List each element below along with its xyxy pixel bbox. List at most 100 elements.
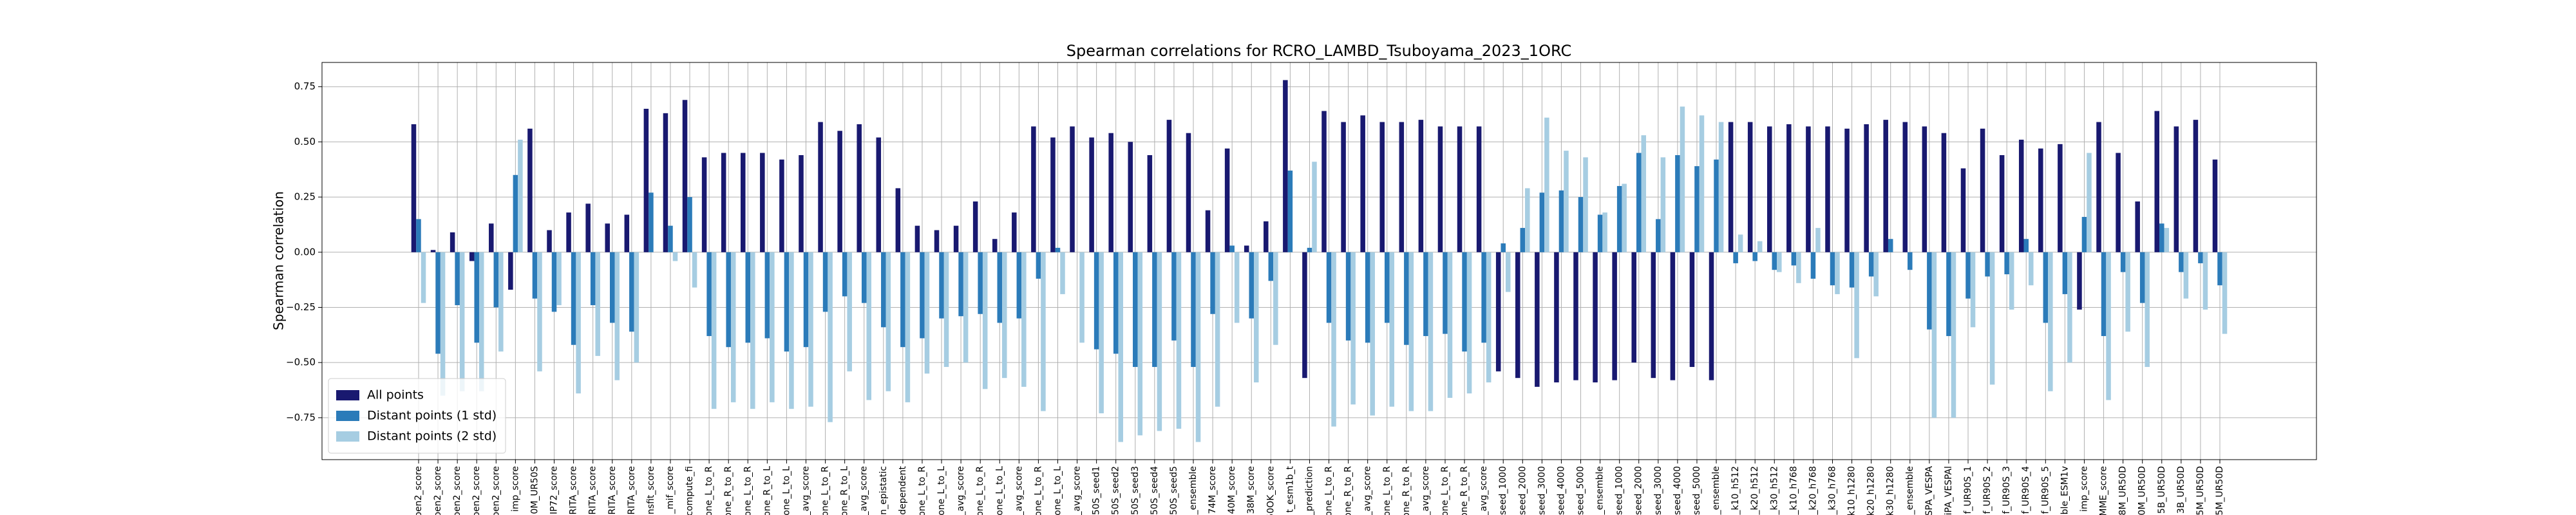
x-tick-label: _ensemble: [1595, 466, 1605, 515]
bar: [2193, 120, 2199, 252]
x-tick-label: _ensemble: [1711, 466, 1721, 515]
x-tick-label: pen2_score: [433, 466, 443, 515]
bar: [2077, 252, 2082, 310]
bar: [1312, 162, 1317, 252]
bar: [803, 252, 809, 348]
bar: [2038, 148, 2043, 252]
bar: [1307, 247, 1312, 252]
bar: [416, 219, 421, 252]
x-tick-label: _k30_h768: [1827, 466, 1837, 515]
bar: [1365, 252, 1370, 343]
bar: [2043, 252, 2049, 323]
bar: [1525, 188, 1530, 252]
bar: [1012, 212, 1017, 252]
bar: [842, 252, 848, 297]
x-tick-label: k10_h1280: [1847, 466, 1857, 515]
bar: [1931, 252, 1937, 418]
bar: [576, 252, 581, 394]
bar: [1370, 252, 1375, 416]
bar: [629, 252, 634, 332]
x-tick-label: f_UR90S_5: [2040, 466, 2050, 514]
x-tick-label: one_L_to_R: [704, 466, 714, 515]
x-tick-label: one_R_to_R: [1401, 466, 1412, 515]
legend-box: [328, 378, 506, 454]
bar: [1079, 252, 1084, 343]
bar: [1147, 154, 1153, 252]
bar: [1612, 252, 1617, 380]
x-tick-label: seed_5000: [1692, 466, 1702, 515]
bar: [789, 252, 794, 409]
bar: [2174, 126, 2179, 252]
bar: [997, 252, 1003, 323]
x-tick-label: one_R_to_L: [840, 466, 850, 515]
bar: [1985, 252, 1990, 277]
bar: [1341, 122, 1346, 252]
x-tick-label: one_L_to_R: [1324, 466, 1334, 515]
bar: [1505, 252, 1511, 292]
bar: [1689, 252, 1695, 368]
bar: [518, 139, 523, 252]
x-tick-label: one_R_to_L: [762, 466, 772, 515]
bar: [1873, 252, 1879, 297]
bar: [934, 230, 940, 252]
x-tick-label: pen2_score: [452, 466, 462, 515]
bar: [726, 252, 731, 348]
x-tick-label: one_L_to_R: [743, 466, 753, 515]
x-tick-label: _k20_h512: [1750, 466, 1760, 515]
x-tick-label: 5B_UR50D: [2157, 466, 2167, 514]
bar: [672, 252, 678, 261]
bar: [1738, 234, 1743, 252]
bar: [1050, 137, 1056, 252]
x-tick-label: one_L_to_R: [1382, 466, 1392, 515]
x-tick-label: 50S_seed4: [1150, 466, 1160, 515]
x-tick-label: f_UR90S_1: [1963, 466, 1973, 514]
bar: [953, 225, 959, 252]
bar: [1602, 212, 1607, 252]
bar: [1660, 157, 1666, 252]
bar: [1888, 239, 1893, 252]
bar: [474, 252, 479, 343]
bar: [1099, 252, 1104, 414]
bar: [1849, 252, 1855, 288]
bar: [1326, 252, 1332, 323]
bar: [508, 252, 513, 290]
x-tick-label: IP72_score: [549, 466, 560, 514]
bar: [2023, 239, 2029, 252]
bar: [2217, 252, 2222, 286]
bar: [1766, 126, 1772, 252]
bar: [1965, 252, 1971, 299]
bar: [1379, 122, 1385, 252]
bar: [1616, 185, 1622, 252]
bar: [2058, 144, 2063, 252]
bar: [2120, 252, 2126, 272]
bar: [1002, 252, 1007, 379]
bar: [1718, 122, 1724, 252]
legend: All points Distant points (1 std) Distant …: [328, 378, 506, 454]
x-tick-label: SPA_VESPA: [1924, 466, 1935, 515]
bar: [605, 223, 610, 252]
bar: [1815, 228, 1821, 252]
bar: [1733, 252, 1738, 263]
bar: [837, 131, 842, 252]
bar: [1558, 190, 1564, 252]
bar: [1835, 252, 1840, 294]
bar: [590, 252, 596, 306]
bar: [1166, 120, 1172, 252]
bar: [1597, 214, 1603, 252]
bar: [1060, 252, 1065, 294]
bar: [1515, 252, 1520, 379]
bar: [411, 124, 417, 252]
bar: [1806, 126, 1811, 252]
x-tick-label: seed_3000: [1653, 466, 1663, 515]
bar: [886, 252, 891, 391]
bar: [992, 239, 998, 252]
bar: [1825, 126, 1830, 252]
bar: [2198, 252, 2203, 263]
x-tick-label: _k10_h768: [1788, 466, 1799, 515]
x-tick-label: _k20_h768: [1808, 466, 1818, 515]
x-tick-label: 50S_seed3: [1130, 466, 1141, 515]
bar: [421, 252, 426, 303]
x-tick-label: one_L_to_R: [1033, 466, 1043, 515]
bar: [498, 252, 504, 352]
